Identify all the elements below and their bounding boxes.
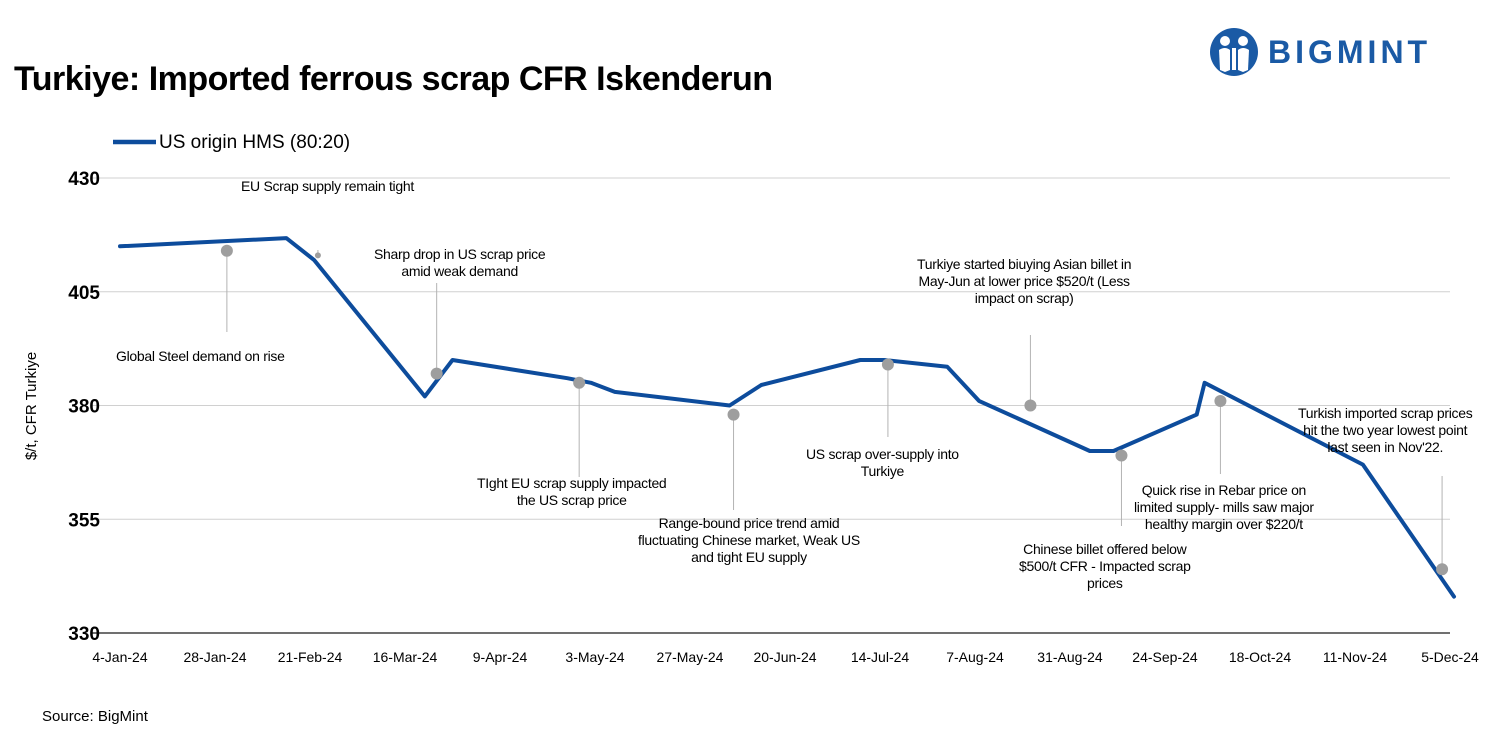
annotation-marker <box>220 244 233 257</box>
bigmint-wordmark: BIGMINT <box>1268 33 1432 70</box>
annotation-callout: Quick rise in Rebar price on limited supp… <box>1134 482 1314 533</box>
x-tick-label: 16-Mar-24 <box>373 649 438 665</box>
annotation-text-line: impact on scrap) <box>974 290 1074 306</box>
y-tick-label: 355 <box>68 510 100 531</box>
annotation-marker <box>314 252 321 259</box>
annotation-text-line: last seen in Nov'22. <box>1327 439 1444 455</box>
annotation-text-line: prices <box>1087 575 1123 591</box>
annotation-text-line: fluctuating Chinese market, Weak US <box>638 532 860 548</box>
y-tick-label: 330 <box>68 624 100 645</box>
x-tick-label: 3-May-24 <box>565 649 624 665</box>
y-tick-label: 430 <box>68 169 100 190</box>
bigmint-logo-icon <box>1210 28 1258 76</box>
x-tick-label: 31-Aug-24 <box>1037 649 1103 665</box>
x-tick-label: 27-May-24 <box>657 649 724 665</box>
annotation-marker <box>1115 449 1128 462</box>
x-tick-label: 28-Jan-24 <box>183 649 246 665</box>
x-tick-label: 11-Nov-24 <box>1323 649 1388 665</box>
y-tick-label: 380 <box>68 397 100 418</box>
y-tick-label: 405 <box>68 283 100 304</box>
annotation-callout: Turkish imported scrap prices hit the two… <box>1298 405 1473 456</box>
annotation-marker <box>430 367 443 380</box>
annotation-text-line: Global Steel demand on rise <box>116 348 285 364</box>
series-line-us-origin-hms <box>118 236 1456 599</box>
annotation-text-line: Chinese billet offered below <box>1023 541 1187 557</box>
annotation-text-line: EU Scrap supply remain tight <box>241 178 414 194</box>
chart-title: Turkiye: Imported ferrous scrap CFR Iske… <box>14 60 773 98</box>
annotation-text-line: Turkish imported scrap prices <box>1298 405 1473 421</box>
annotation-marker <box>1024 399 1037 412</box>
x-tick-label: 24-Sep-24 <box>1132 649 1198 665</box>
annotation-marker <box>1214 394 1227 407</box>
x-tick-label: 21-Feb-24 <box>278 649 343 665</box>
annotation-callout: Global Steel demand on rise <box>116 348 285 365</box>
annotation-text-line: Turkiye started biuying Asian billet in <box>917 256 1132 272</box>
annotation-callout: US scrap over-supply into Turkiye <box>806 446 959 480</box>
annotation-callout: Chinese billet offered below $500/t CFR -… <box>1019 541 1191 592</box>
source-note: Source: BigMint <box>42 708 148 725</box>
annotation-text-line: healthy margin over $220/t <box>1144 516 1303 532</box>
y-axis-label: $/t, CFR Turkiye <box>23 352 40 460</box>
x-tick-label: 4-Jan-24 <box>92 649 147 665</box>
annotation-text-line: Quick rise in Rebar price on <box>1141 482 1307 498</box>
annotation-text-line: the US scrap price <box>516 492 627 508</box>
annotation-marker <box>1436 563 1449 576</box>
annotation-text-line: US scrap over-supply into <box>806 446 959 462</box>
annotation-callout: TIght EU scrap supply impacted the US scr… <box>477 475 667 509</box>
annotation-callout: EU Scrap supply remain tight <box>241 178 414 195</box>
x-tick-label: 14-Jul-24 <box>851 649 910 665</box>
annotation-marker <box>727 408 740 421</box>
x-tick-label: 20-Jun-24 <box>753 649 816 665</box>
annotation-text-line: May-Jun at lower price $520/t (Less <box>918 273 1130 289</box>
x-tick-label: 7-Aug-24 <box>946 649 1004 665</box>
legend-label: US origin HMS (80:20) <box>159 132 350 153</box>
annotation-text-line: Sharp drop in US scrap price <box>374 246 546 262</box>
annotation-text-line: limited supply- mills saw major <box>1134 499 1314 515</box>
annotation-callout: Sharp drop in US scrap price amid weak de… <box>374 246 546 280</box>
x-tick-label: 5-Dec-24 <box>1421 649 1479 665</box>
annotation-text-line: Range-bound price trend amid <box>658 515 840 531</box>
annotation-text-line: Turkiye <box>860 463 905 479</box>
annotation-callout: Range-bound price trend amid fluctuating … <box>638 515 860 566</box>
bigmint-logo: BIGMINT <box>1208 24 1431 80</box>
x-tick-label: 9-Apr-24 <box>473 649 528 665</box>
annotation-callout: Turkiye started biuying Asian billet in M… <box>917 256 1132 307</box>
x-tick-label: 18-Oct-24 <box>1229 649 1291 665</box>
annotation-text-line: $500/t CFR - Impacted scrap <box>1019 558 1191 574</box>
annotation-text-line: amid weak demand <box>401 263 518 279</box>
annotation-marker <box>881 358 894 371</box>
annotation-text-line: and tight EU supply <box>691 549 807 565</box>
annotation-marker <box>573 376 586 389</box>
annotation-text-line: hit the two year lowest point <box>1303 422 1468 438</box>
annotation-text-line: TIght EU scrap supply impacted <box>477 475 667 491</box>
